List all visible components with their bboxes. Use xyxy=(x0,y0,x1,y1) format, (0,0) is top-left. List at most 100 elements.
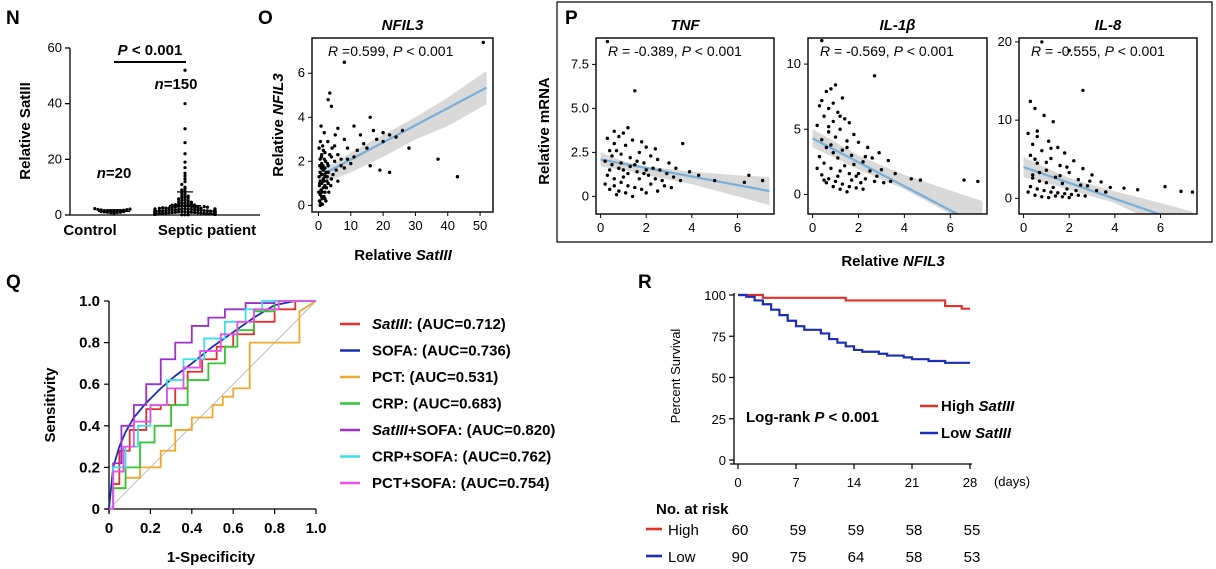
p1-point xyxy=(619,161,623,165)
p3-x-tick-label: 6 xyxy=(1157,220,1164,235)
o-point xyxy=(325,175,329,179)
o-point xyxy=(318,181,322,186)
n-point xyxy=(196,206,200,210)
panel-label-n: N xyxy=(6,8,20,29)
p2-point xyxy=(838,114,842,118)
o-point xyxy=(481,40,486,45)
p3-point xyxy=(1056,145,1060,150)
p2-point xyxy=(976,179,980,184)
p2-confidence-band xyxy=(812,129,983,214)
q-legend-label: PCT+SOFA: (AUC=0.754) xyxy=(372,475,550,492)
o-point xyxy=(321,148,326,153)
q-legend-label: PCT: (AUC=0.531) xyxy=(372,369,498,386)
r-risk-value: 59 xyxy=(790,522,807,539)
o-x-tick-label: 50 xyxy=(473,218,487,233)
o-point xyxy=(355,148,359,153)
o-point xyxy=(436,157,440,161)
n-point xyxy=(186,194,190,198)
p2-point xyxy=(840,148,845,152)
p3-point xyxy=(1072,159,1076,163)
n-point xyxy=(96,207,100,212)
n-point xyxy=(161,206,165,210)
o-point xyxy=(322,172,327,177)
o-point xyxy=(352,155,356,159)
p2-point xyxy=(833,135,838,139)
p1-point xyxy=(681,141,685,146)
o-point xyxy=(332,159,337,164)
p2-point xyxy=(831,119,835,124)
p2-point xyxy=(822,178,826,182)
o-point xyxy=(319,124,323,128)
q-y-tick-label: 0.6 xyxy=(79,376,100,393)
o-point xyxy=(322,157,326,161)
q-x-axis-label: 1-Specificity xyxy=(167,549,256,566)
o-point xyxy=(336,153,340,157)
n-point xyxy=(183,141,187,145)
n-point xyxy=(186,196,190,200)
r-y-tick-label: 25 xyxy=(712,412,726,427)
p3-point xyxy=(1049,156,1053,161)
o-x-tick-label: 0 xyxy=(315,218,322,233)
n-point xyxy=(199,211,203,215)
n-point xyxy=(157,206,161,210)
p2-point xyxy=(877,151,881,155)
p3-point xyxy=(1035,161,1039,165)
n-point xyxy=(180,213,184,217)
o-point xyxy=(323,190,327,194)
o-point xyxy=(345,157,350,161)
p3-point xyxy=(1051,119,1055,124)
n-point xyxy=(177,210,181,214)
o-point xyxy=(333,133,337,137)
n-point xyxy=(183,174,187,178)
p3-point xyxy=(1081,166,1085,171)
n-point xyxy=(183,166,187,170)
r-survival-curve xyxy=(738,293,970,310)
q-y-tick-label: 0 xyxy=(92,501,100,518)
p1-point xyxy=(621,175,626,179)
p2-point xyxy=(863,177,868,181)
p3-point xyxy=(1069,192,1074,197)
o-point xyxy=(374,137,379,142)
o-point xyxy=(368,115,372,119)
o-point xyxy=(339,157,343,161)
n-point xyxy=(209,209,213,213)
p2-point xyxy=(820,98,824,103)
r-logrank-annotation: Log-rank P < 0.001 xyxy=(746,409,879,426)
n-y-tick-label: 60 xyxy=(48,40,62,55)
p1-confidence-band xyxy=(600,152,770,206)
p3-point xyxy=(1074,188,1078,193)
p1-point xyxy=(651,166,655,170)
p1-point xyxy=(607,148,612,153)
p2-point xyxy=(831,151,835,155)
p2-point xyxy=(836,110,840,115)
r-risk-value: 58 xyxy=(906,549,923,566)
n-point xyxy=(157,209,161,213)
n-y-tick-label: 0 xyxy=(55,207,62,222)
n-point xyxy=(167,208,171,212)
n-point xyxy=(170,210,174,215)
o-point xyxy=(329,183,333,188)
n-y-tick-label: 40 xyxy=(48,96,62,111)
p2-point xyxy=(831,101,835,105)
p2-point xyxy=(826,177,831,181)
p2-point xyxy=(817,154,822,159)
p1-point xyxy=(637,150,642,155)
p2-point xyxy=(852,162,856,167)
q-y-tick-label: 0.8 xyxy=(79,335,100,352)
n-point xyxy=(193,210,197,215)
r-x-tick-label: 28 xyxy=(963,475,977,490)
n-point xyxy=(189,210,193,214)
o-point xyxy=(318,203,322,208)
p1-point xyxy=(617,166,621,170)
p1-point xyxy=(617,134,621,139)
p-outer-frame xyxy=(556,1,1213,243)
o-point xyxy=(325,161,330,166)
q-x-tick-label: 0.4 xyxy=(181,520,203,537)
p1-point xyxy=(658,168,662,172)
o-point xyxy=(342,60,347,64)
o-point xyxy=(319,172,324,177)
o-point xyxy=(339,164,343,168)
p2-point xyxy=(829,87,833,91)
p3-point xyxy=(1058,163,1062,168)
p2-point xyxy=(872,179,877,184)
